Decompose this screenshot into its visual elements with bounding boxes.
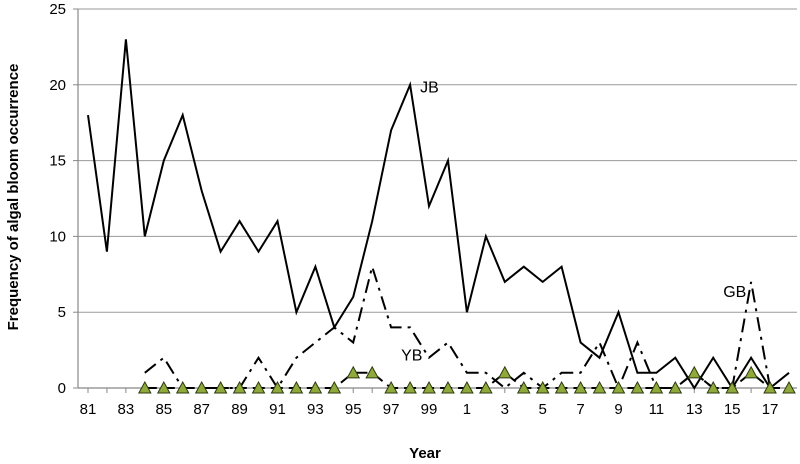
marker-yb — [270, 380, 285, 394]
y-tick-label: 10 — [49, 228, 66, 245]
y-tick-label: 20 — [49, 77, 66, 94]
x-tick-label: 13 — [686, 401, 703, 418]
marker-yb — [441, 380, 455, 394]
marker-yb — [289, 380, 304, 394]
y-tick-labels: 0 5 10 15 20 25 — [49, 1, 66, 397]
y-tick-label: 25 — [49, 1, 66, 18]
x-tick-label: 81 — [80, 401, 97, 418]
x-tick-label: 17 — [762, 401, 779, 418]
marker-yb — [460, 380, 474, 394]
grid-lines — [78, 8, 797, 313]
marker-yb — [554, 380, 569, 394]
marker-yb — [422, 380, 436, 394]
marker-yb — [346, 365, 361, 379]
marker-yb — [308, 380, 323, 394]
marker-yb — [156, 380, 171, 394]
x-tick-label: 91 — [269, 401, 286, 418]
annotation-gb: GB — [723, 284, 746, 301]
marker-yb — [630, 380, 645, 394]
marker-yb — [327, 380, 342, 394]
marker-yb — [687, 365, 702, 379]
x-tick-label: 93 — [307, 401, 324, 418]
annotation-jb: JB — [420, 79, 439, 96]
x-tick-label: 11 — [649, 401, 665, 418]
y-tick-label: 0 — [58, 380, 66, 397]
marker-yb — [213, 380, 228, 394]
annotations: JB GB YB — [401, 79, 746, 364]
marker-yb — [725, 380, 740, 394]
marker-yb — [592, 380, 607, 394]
marker-yb — [744, 365, 758, 379]
marker-yb — [251, 380, 266, 394]
marker-yb — [649, 380, 664, 394]
x-tick-label: 95 — [345, 401, 362, 418]
marker-yb — [573, 380, 588, 394]
axes — [73, 8, 797, 393]
series-line-jb — [87, 39, 790, 390]
series-markers — [137, 365, 796, 394]
x-tick-label: 83 — [118, 401, 135, 418]
marker-yb — [516, 380, 531, 394]
marker-yb — [232, 380, 247, 394]
marker-yb — [137, 380, 152, 394]
marker-yb — [611, 380, 626, 394]
marker-yb — [763, 380, 777, 394]
x-tick-label: 5 — [539, 401, 547, 418]
marker-yb — [175, 380, 190, 394]
marker-yb — [384, 380, 398, 394]
x-tick-label: 85 — [155, 401, 172, 418]
marker-yb — [668, 380, 683, 394]
marker-yb — [782, 380, 796, 394]
x-tick-label: 9 — [614, 401, 622, 418]
annotation-yb: YB — [401, 348, 422, 365]
y-axis-title: Frequency of algal bloom occurrence — [5, 64, 22, 331]
y-tick-label: 5 — [58, 304, 66, 321]
marker-yb — [403, 380, 417, 394]
x-tick-label: 89 — [231, 401, 248, 418]
x-tick-label: 1 — [463, 401, 471, 418]
x-axis-title: Year — [409, 445, 441, 462]
x-tick-label: 97 — [383, 401, 400, 418]
x-tick-label: 87 — [193, 401, 210, 418]
marker-yb — [535, 380, 550, 394]
marker-yb — [706, 380, 721, 394]
x-tick-label: 7 — [576, 401, 584, 418]
series-line-gb — [144, 263, 772, 391]
marker-yb — [194, 380, 209, 394]
x-tick-labels: 81 83 85 87 89 91 93 95 97 99 1 3 5 7 9 11 13 15 17 — [80, 401, 779, 418]
marker-yb — [497, 365, 512, 379]
marker-yb — [365, 365, 380, 379]
x-tick-label: 15 — [724, 401, 741, 418]
x-tick-label: 3 — [501, 401, 509, 418]
x-tick-label: 99 — [421, 401, 438, 418]
y-tick-label: 15 — [49, 153, 66, 170]
marker-yb — [479, 380, 493, 394]
